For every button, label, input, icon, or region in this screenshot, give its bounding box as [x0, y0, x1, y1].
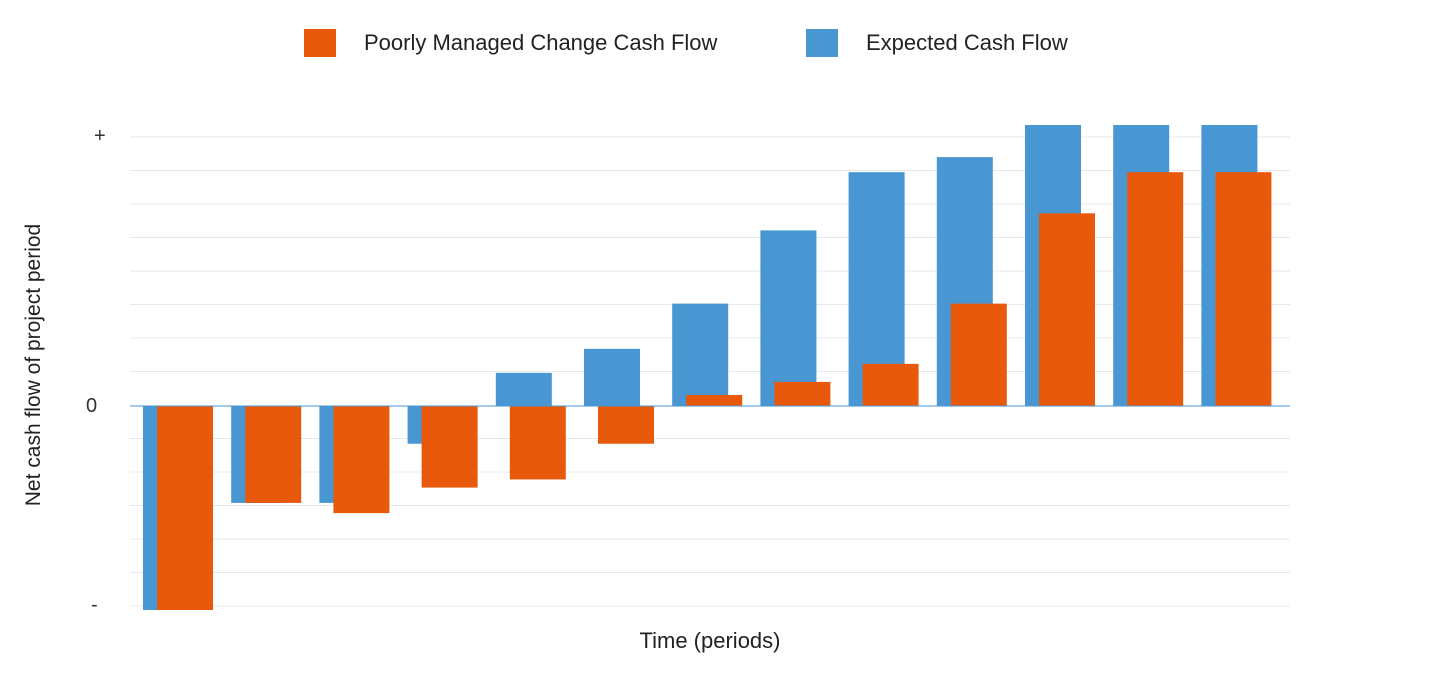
bar-expected-cash-flow: [760, 230, 817, 406]
legend-swatch-expected: [806, 29, 838, 57]
y-tick-label-positive: +: [94, 125, 106, 147]
y-axis-label: Net cash flow of project period: [22, 223, 45, 507]
x-axis-label: Time (periods): [639, 628, 781, 653]
y-tick-label-negative: -: [91, 594, 98, 616]
bar-expected-cash-flow: [672, 303, 729, 406]
bar-expected-cash-flow: [495, 372, 552, 406]
y-tick-label-zero: 0: [86, 395, 98, 417]
legend-swatch-poorly-managed: [304, 29, 336, 57]
bar-poorly-managed-cash-flow: [686, 394, 743, 406]
legend-label-expected: Expected Cash Flow: [866, 30, 1068, 55]
bar-poorly-managed-cash-flow: [950, 303, 1007, 406]
bar-poorly-managed-cash-flow: [862, 363, 919, 406]
bar-poorly-managed-cash-flow: [598, 406, 654, 444]
bar-expected-cash-flow: [584, 348, 640, 406]
chart-legend: Poorly Managed Change Cash Flow Expected…: [0, 28, 1430, 58]
bar-poorly-managed-cash-flow: [1215, 172, 1272, 406]
bar-poorly-managed-cash-flow: [1039, 213, 1095, 406]
legend-item-poorly-managed: Poorly Managed Change Cash Flow: [304, 28, 717, 58]
bar-poorly-managed-cash-flow: [157, 406, 213, 610]
bar-poorly-managed-cash-flow: [421, 406, 478, 488]
legend-label-poorly-managed: Poorly Managed Change Cash Flow: [364, 30, 718, 55]
bar-poorly-managed-cash-flow: [245, 406, 302, 503]
bar-poorly-managed-cash-flow: [333, 406, 390, 514]
bar-poorly-managed-cash-flow: [1127, 172, 1184, 406]
legend-item-expected: Expected Cash Flow: [806, 28, 1068, 58]
bar-poorly-managed-cash-flow: [509, 406, 566, 480]
bar-poorly-managed-cash-flow: [774, 381, 831, 406]
